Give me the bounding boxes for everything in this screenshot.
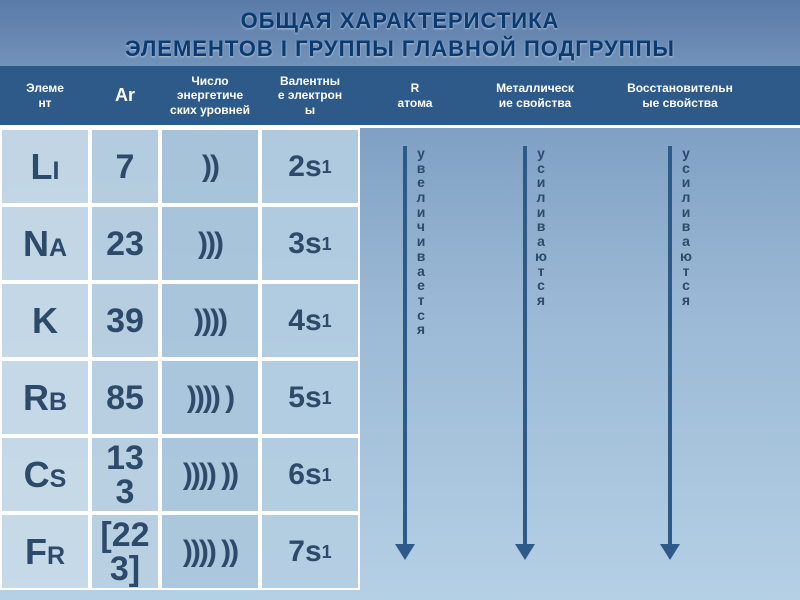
el-valence: 5s1: [260, 359, 360, 436]
header-metallic: Металлические свойства: [470, 77, 600, 114]
trend-radius: увеличивается: [403, 146, 427, 546]
trend-col-reducing: усиливаются: [600, 128, 760, 590]
arrow-down-icon: [403, 146, 407, 546]
el-shells: )))) ): [160, 359, 260, 436]
header-reducing: Восстановительные свойства: [600, 77, 760, 114]
el-symbol: Fr: [0, 513, 90, 590]
trend-col-radius: увеличивается: [360, 128, 470, 590]
el-symbol: Cs: [0, 436, 90, 513]
el-symbol: K: [0, 282, 90, 359]
trend-label-metallic: усиливаются: [535, 146, 547, 308]
data-area: Li 7 )) 2s1 Na 23 ))) 3s1 K 39 )))) 4s1 …: [0, 128, 800, 590]
trend-zone: увеличивается усиливаются усиливаются: [360, 128, 800, 590]
trend-metallic: усиливаются: [523, 146, 547, 546]
header-valence: Валентные электроны: [260, 70, 360, 121]
arrow-down-icon: [523, 146, 527, 546]
valence-sup: 1: [322, 235, 332, 253]
title-line-1: ОБЩАЯ ХАРАКТЕРИСТИКА: [10, 8, 790, 34]
element-table: Li 7 )) 2s1 Na 23 ))) 3s1 K 39 )))) 4s1 …: [0, 128, 360, 590]
el-symbol: Rb: [0, 359, 90, 436]
title-line-2: ЭЛЕМЕНТОВ I ГРУППЫ ГЛАВНОЙ ПОДГРУППЫ: [10, 36, 790, 62]
el-symbol: Na: [0, 205, 90, 282]
valence-base: 3s: [288, 229, 321, 259]
valence-sup: 1: [322, 466, 332, 484]
el-shells: )): [160, 128, 260, 205]
header-levels: Число энергетических уровней: [160, 70, 260, 121]
el-valence: 7s1: [260, 513, 360, 590]
arrow-down-icon: [668, 146, 672, 546]
el-symbol: Li: [0, 128, 90, 205]
el-valence: 2s1: [260, 128, 360, 205]
table-header: Элемент Ar Число энергетических уровней …: [0, 66, 800, 128]
trend-reducing: усиливаются: [668, 146, 692, 546]
valence-base: 2s: [288, 152, 321, 182]
valence-sup: 1: [322, 158, 332, 176]
el-ar: [223]: [90, 513, 160, 590]
trend-label-radius: увеличивается: [415, 146, 427, 337]
header-element: Элемент: [0, 77, 90, 114]
page-title: ОБЩАЯ ХАРАКТЕРИСТИКА ЭЛЕМЕНТОВ I ГРУППЫ …: [0, 0, 800, 66]
valence-sup: 1: [322, 312, 332, 330]
el-valence: 6s1: [260, 436, 360, 513]
el-ar: 133: [90, 436, 160, 513]
el-ar: 23: [90, 205, 160, 282]
trend-col-metallic: усиливаются: [470, 128, 600, 590]
el-valence: 3s1: [260, 205, 360, 282]
valence-base: 7s: [288, 537, 321, 567]
valence-base: 4s: [288, 306, 321, 336]
el-ar: 39: [90, 282, 160, 359]
valence-sup: 1: [322, 543, 332, 561]
trend-label-reducing: усиливаются: [680, 146, 692, 308]
valence-base: 6s: [288, 460, 321, 490]
el-shells: )))): [160, 282, 260, 359]
el-shells: ))): [160, 205, 260, 282]
valence-sup: 1: [322, 389, 332, 407]
header-ar: Ar: [90, 81, 160, 111]
el-valence: 4s1: [260, 282, 360, 359]
header-radius: Rатома: [360, 77, 470, 114]
el-ar: 85: [90, 359, 160, 436]
el-shells: )))) )): [160, 513, 260, 590]
el-ar: 7: [90, 128, 160, 205]
valence-base: 5s: [288, 383, 321, 413]
el-shells: )))) )): [160, 436, 260, 513]
